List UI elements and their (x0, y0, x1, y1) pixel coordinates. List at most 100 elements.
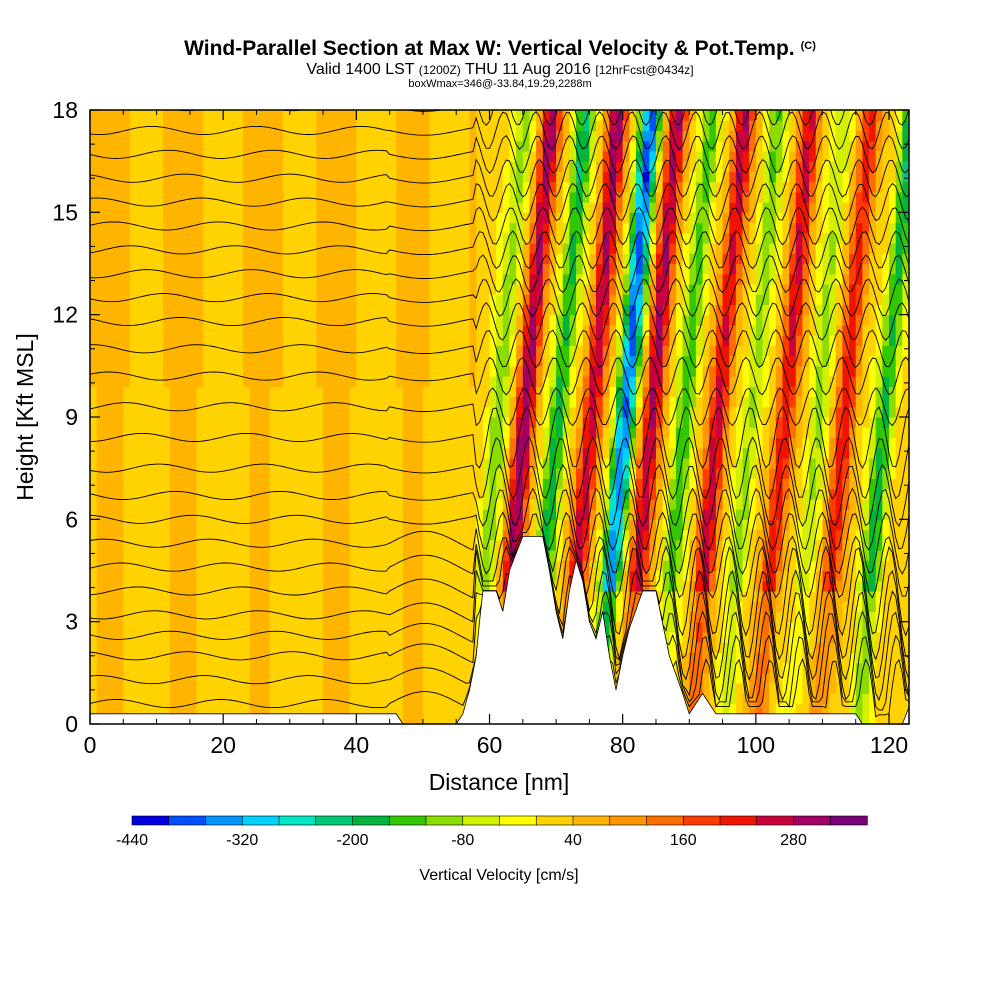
w-cell (596, 590, 604, 602)
w-cell (576, 110, 584, 121)
w-cell (602, 150, 610, 162)
w-cell (189, 365, 198, 377)
w-cell (116, 130, 124, 142)
w-cell (90, 560, 98, 572)
w-cell (269, 376, 278, 387)
w-cell (263, 529, 271, 541)
w-cell (263, 611, 271, 623)
w-cell (269, 191, 278, 203)
w-cell (223, 202, 231, 213)
w-cell (149, 601, 158, 613)
w-cell (622, 457, 630, 469)
w-cell (189, 457, 198, 469)
w-cell (576, 498, 584, 510)
w-cell (549, 253, 557, 265)
w-cell (243, 621, 251, 633)
w-cell (189, 202, 198, 213)
w-cell (236, 120, 244, 132)
w-cell (236, 457, 244, 469)
w-cell (376, 560, 384, 572)
w-cell (316, 396, 324, 408)
w-cell (129, 693, 138, 705)
w-cell (456, 314, 464, 326)
w-cell (243, 110, 251, 121)
w-cell (209, 601, 218, 613)
w-cell (363, 437, 371, 449)
w-cell (622, 130, 630, 142)
w-cell (216, 590, 224, 602)
w-cell (609, 314, 617, 326)
w-cell (336, 642, 344, 653)
w-cell (183, 212, 191, 224)
w-cell (369, 621, 377, 633)
w-cell (169, 150, 178, 162)
w-cell (296, 222, 304, 234)
w-cell (143, 642, 151, 653)
w-cell (636, 314, 644, 326)
w-cell (516, 304, 524, 316)
w-cell (349, 171, 357, 183)
w-cell (176, 631, 184, 643)
w-cell (562, 529, 571, 541)
w-cell (143, 601, 151, 613)
w-cell (416, 253, 424, 265)
w-cell (243, 324, 251, 336)
w-cell (582, 294, 590, 306)
w-cell (422, 345, 431, 357)
w-cell (602, 519, 610, 531)
w-cell (269, 161, 278, 172)
w-cell (529, 294, 537, 306)
w-cell (223, 243, 231, 254)
w-cell (169, 601, 178, 613)
w-cell (196, 611, 204, 623)
w-cell (436, 294, 444, 306)
w-cell (249, 120, 258, 132)
w-cell (229, 580, 238, 592)
w-cell (323, 703, 331, 715)
w-cell (116, 335, 124, 346)
w-cell (449, 437, 457, 449)
w-cell (376, 703, 384, 715)
w-cell (469, 437, 477, 449)
w-cell (223, 590, 231, 602)
w-cell (296, 304, 304, 316)
w-cell (622, 437, 630, 449)
w-cell (496, 365, 504, 377)
w-cell (329, 110, 337, 121)
w-cell (629, 314, 637, 326)
w-cell (129, 580, 138, 592)
w-cell (296, 631, 304, 643)
w-cell (409, 550, 417, 561)
w-cell (203, 314, 211, 326)
w-cell (263, 509, 271, 520)
w-cell (243, 468, 251, 479)
w-cell (602, 406, 610, 418)
w-cell (243, 376, 251, 387)
w-cell (382, 693, 391, 705)
w-cell (136, 232, 144, 244)
w-cell (203, 611, 211, 623)
w-cell (343, 150, 351, 162)
w-cell (489, 468, 497, 479)
w-cell (382, 427, 391, 439)
w-cell (123, 447, 131, 459)
w-cell (462, 478, 471, 490)
w-cell (449, 611, 457, 623)
w-cell (402, 478, 411, 490)
w-cell (176, 150, 184, 162)
w-cell (549, 519, 557, 531)
w-cell (103, 283, 111, 295)
w-cell (429, 386, 437, 398)
w-cell (429, 243, 437, 254)
w-cell (269, 232, 278, 244)
w-cell (149, 417, 158, 428)
w-cell (243, 590, 251, 602)
w-cell (303, 642, 311, 653)
w-cell (123, 171, 131, 183)
w-cell (149, 150, 158, 162)
w-cell (429, 683, 437, 694)
w-cell (183, 457, 191, 469)
w-cell (542, 468, 551, 479)
w-cell (462, 683, 471, 694)
w-cell (509, 273, 517, 285)
